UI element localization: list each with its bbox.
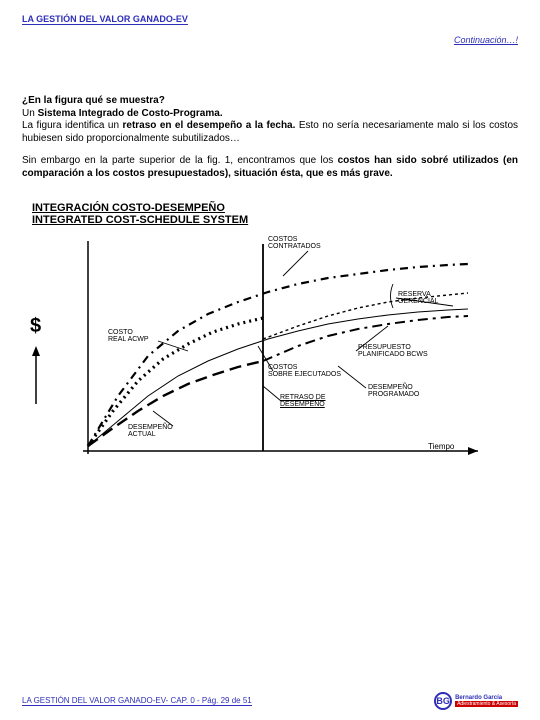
label-reserva-gerencial: RESERVAGERENCIAL xyxy=(398,291,438,306)
logo-sub: Adiestramiento & Asesoría xyxy=(455,701,518,707)
t: COSTOREAL ACWP xyxy=(108,329,149,343)
t: DESEMPEÑOPROGRAMADO xyxy=(368,384,419,398)
x-axis-label: Tiempo xyxy=(428,443,454,451)
continuation-label: Continuación…! xyxy=(22,35,518,45)
t: COSTOSSOBRE EJECUTADOS xyxy=(268,364,341,378)
page-header: LA GESTIÓN DEL VALOR GANADO-EV xyxy=(22,14,518,31)
t: DESEMPEÑOACTUAL xyxy=(128,424,173,438)
t: COSTOSCONTRATADOS xyxy=(268,236,321,250)
t: PRESUPUESTOPLANIFICADO BCWS xyxy=(358,344,428,358)
question: ¿En la figura qué se muestra? xyxy=(22,95,165,106)
paragraph-1: ¿En la figura qué se muestra? Un Sistema… xyxy=(22,95,518,145)
p1-pre: Un xyxy=(22,108,38,119)
chart-heading: INTEGRACIÓN COSTO-DESEMPEÑO INTEGRATED C… xyxy=(32,202,518,226)
label-costos-contratados: COSTOSCONTRATADOS xyxy=(268,236,321,251)
cost-schedule-chart: $ COSTOSCONTRATADOS RESERVAGERENCIAL PRE… xyxy=(58,236,488,486)
chart-heading-es: INTEGRACIÓN COSTO-DESEMPEÑO xyxy=(32,202,225,214)
footer-text: LA GESTIÓN DEL VALOR GANADO-EV- CAP. 0 -… xyxy=(22,696,252,706)
paragraph-2: Sin embargo en la parte superior de la f… xyxy=(22,155,518,180)
page-footer: LA GESTIÓN DEL VALOR GANADO-EV- CAP. 0 -… xyxy=(22,692,518,710)
label-desempeno-actual: DESEMPEÑOACTUAL xyxy=(128,424,173,439)
y-axis-arrow xyxy=(28,346,44,408)
header-title: LA GESTIÓN DEL VALOR GANADO-EV xyxy=(22,14,188,25)
p2-pre: Sin embargo en la parte superior de la f… xyxy=(22,155,338,166)
footer-logo: BG Bernardo García Adiestramiento & Ases… xyxy=(434,692,518,710)
p1b-bold: retraso en el desempeño a la fecha. xyxy=(122,120,295,131)
logo-text: Bernardo García Adiestramiento & Asesorí… xyxy=(455,695,518,708)
label-costo-real: COSTOREAL ACWP xyxy=(108,329,149,344)
t: RETRASO DEDESEMPEÑO xyxy=(280,394,326,408)
label-desempeno-programado: DESEMPEÑOPROGRAMADO xyxy=(368,384,419,399)
chart-svg xyxy=(58,236,488,486)
p1-bold: Sistema Integrado de Costo-Programa. xyxy=(38,108,223,119)
t: RESERVAGERENCIAL xyxy=(398,291,438,305)
chart-heading-en: INTEGRATED COST-SCHEDULE SYSTEM xyxy=(32,214,248,226)
label-presupuesto: PRESUPUESTOPLANIFICADO BCWS xyxy=(358,344,428,359)
label-retraso: RETRASO DEDESEMPEÑO xyxy=(280,394,326,409)
p1b-pre: La figura identifica un xyxy=(22,120,122,131)
y-axis-symbol: $ xyxy=(30,316,41,337)
label-costos-sobre: COSTOSSOBRE EJECUTADOS xyxy=(268,364,341,379)
logo-circle: BG xyxy=(434,692,452,710)
